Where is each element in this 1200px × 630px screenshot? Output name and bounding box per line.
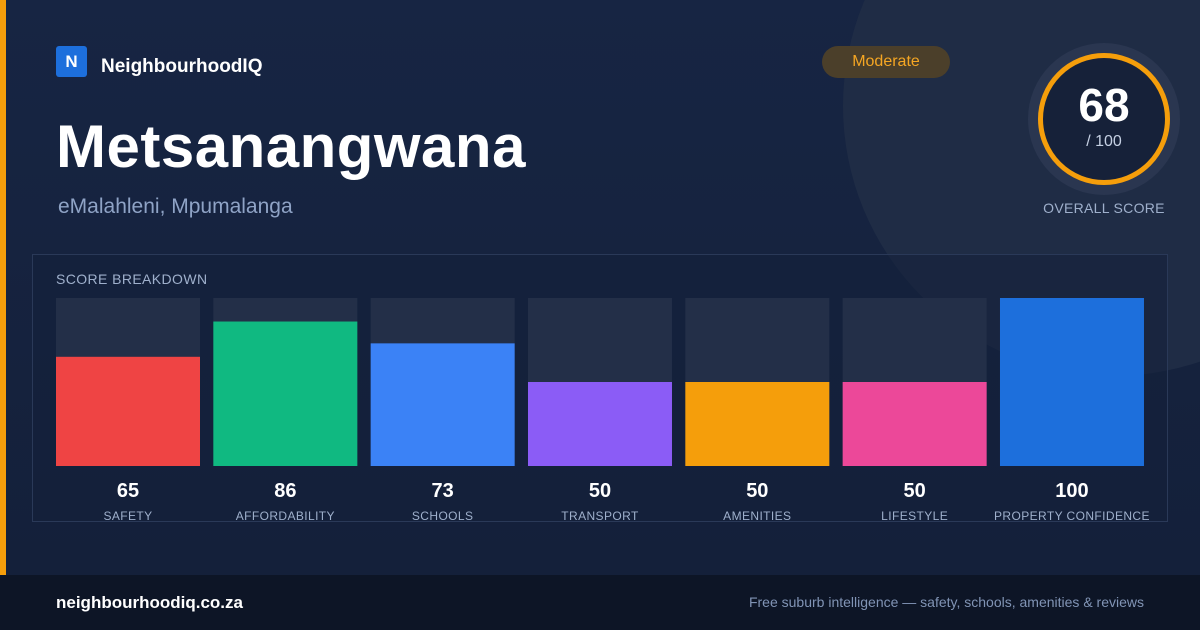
bar-property-confidence: [999, 298, 1144, 466]
bar-value-label: 50: [746, 480, 769, 502]
bar-transport: [527, 382, 672, 466]
overall-score-max: / 100: [1086, 133, 1122, 150]
bar-safety: [56, 356, 200, 466]
overall-score-ring: [1038, 53, 1170, 185]
suburb-location: eMalahleni, Mpumalanga: [58, 195, 293, 218]
bar-value-label: 50: [588, 480, 612, 502]
suburb-name: Metsanangwana: [56, 113, 526, 180]
overall-score-caption: OVERALL SCORE: [1043, 200, 1165, 216]
accent-stripe: [0, 0, 6, 575]
bar-value-label: 65: [116, 480, 140, 502]
bar-value-label: 86: [274, 480, 297, 502]
brand-name: NeighbourhoodIQ: [101, 56, 263, 77]
bar-value-label: 73: [431, 480, 454, 502]
bar-category-label: PROPERTY CONFIDENCE: [994, 509, 1150, 523]
footer: [0, 575, 1200, 630]
bar-amenities: [685, 382, 830, 466]
bar-category-label: SCHOOLS: [411, 509, 474, 523]
overall-score-value: 68: [1078, 79, 1130, 131]
score-breakdown-chart: [56, 298, 1144, 466]
hero-section: N NeighbourhoodIQ Metsanangwana eMalahle…: [0, 0, 1200, 575]
rating-badge: Moderate: [822, 46, 950, 78]
bar-value-label: 100: [1055, 480, 1089, 502]
bar-category-label: TRANSPORT: [561, 509, 639, 523]
bar-affordability: [213, 321, 358, 466]
score-breakdown-title: SCORE BREAKDOWN: [56, 271, 208, 287]
footer-tagline: Free suburb intelligence — safety, schoo…: [748, 594, 1144, 610]
bar-value-label: 50: [903, 480, 926, 502]
bar-lifestyle: [842, 382, 987, 466]
bar-category-label: AFFORDABILITY: [235, 509, 335, 523]
bar-category-label: SAFETY: [103, 509, 153, 523]
footer-domain-link[interactable]: neighbourhoodiq.co.za: [56, 593, 243, 612]
brand-logo-icon: N: [56, 46, 87, 77]
bar-category-label: LIFESTYLE: [881, 509, 949, 523]
bar-schools: [370, 343, 515, 466]
bar-category-label: AMENITIES: [723, 509, 792, 523]
